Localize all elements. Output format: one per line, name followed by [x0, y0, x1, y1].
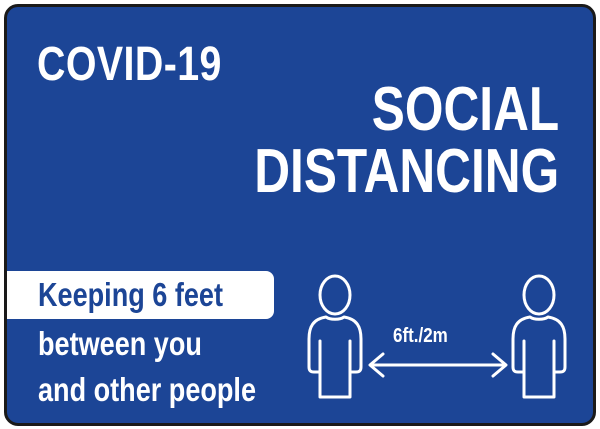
heading-line-1: SOCIAL: [371, 75, 559, 144]
social-distancing-sign: COVID-19 SOCIAL DISTANCING Keeping 6 fee…: [4, 4, 596, 426]
distance-label: 6ft./2m: [393, 325, 448, 347]
sub-text: between you and other people: [38, 321, 256, 413]
person-right-icon: [511, 274, 567, 399]
highlight-box: [7, 271, 274, 319]
person-left-icon: [307, 274, 363, 399]
social-distancing-heading: SOCIAL DISTANCING: [254, 79, 559, 203]
covid-title: COVID-19: [37, 38, 222, 91]
highlight-text: Keeping 6 feet: [38, 276, 223, 313]
heading-line-2: DISTANCING: [254, 137, 559, 206]
sub-text-line-1: between you: [38, 325, 202, 362]
double-arrow-icon: [368, 352, 508, 378]
sub-text-line-2: and other people: [38, 371, 257, 408]
